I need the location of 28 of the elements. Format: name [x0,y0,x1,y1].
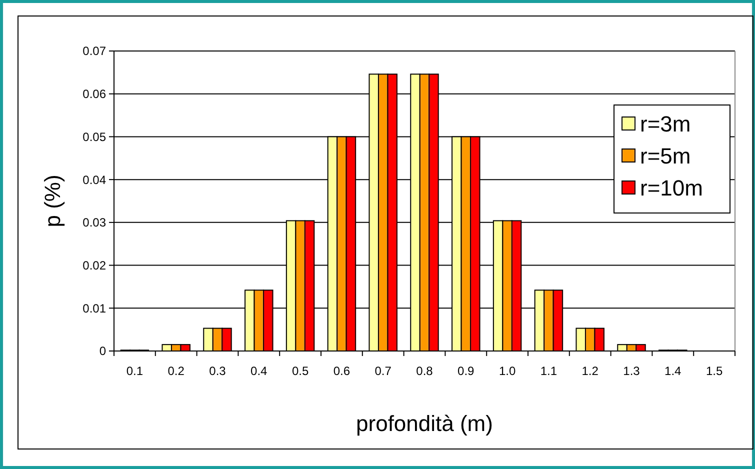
x-tick-label: 0.4 [250,364,268,378]
x-axis-title: profondità (m) [356,411,493,436]
y-tick-label: 0.05 [82,130,106,144]
y-tick-label: 0.01 [82,301,106,316]
x-tick-label: 0.1 [126,364,144,378]
y-tick-label: 0.03 [82,216,106,230]
x-tick-label: 0.5 [292,364,309,378]
x-tick-label: 0.7 [374,364,392,378]
x-tick-label: 1.4 [664,364,682,378]
legend-label: r=10m [640,176,703,201]
x-tick-label: 0.6 [333,364,350,378]
legend-label: r=3m [640,112,691,137]
y-tick-label: 0 [99,344,106,358]
x-tick-label: 1.5 [706,364,723,378]
y-tick-label: 0.02 [82,258,106,272]
x-tick-label: 1.0 [498,364,516,378]
x-tick-label: 1.3 [623,364,640,378]
y-tick-label: 0.04 [82,172,106,187]
y-axis-title: p (%) [40,174,65,228]
x-tick-label: 0.9 [458,364,475,378]
x-tick-label: 1.1 [540,364,558,378]
legend-label: r=5m [640,144,691,169]
x-tick-label: 1.2 [582,364,599,378]
x-tick-label: 0.8 [416,364,434,378]
x-tick-label: 0.3 [209,364,226,378]
y-tick-label: 0.06 [82,87,106,102]
x-tick-label: 0.2 [168,364,185,378]
y-tick-label: 0.07 [82,44,106,58]
